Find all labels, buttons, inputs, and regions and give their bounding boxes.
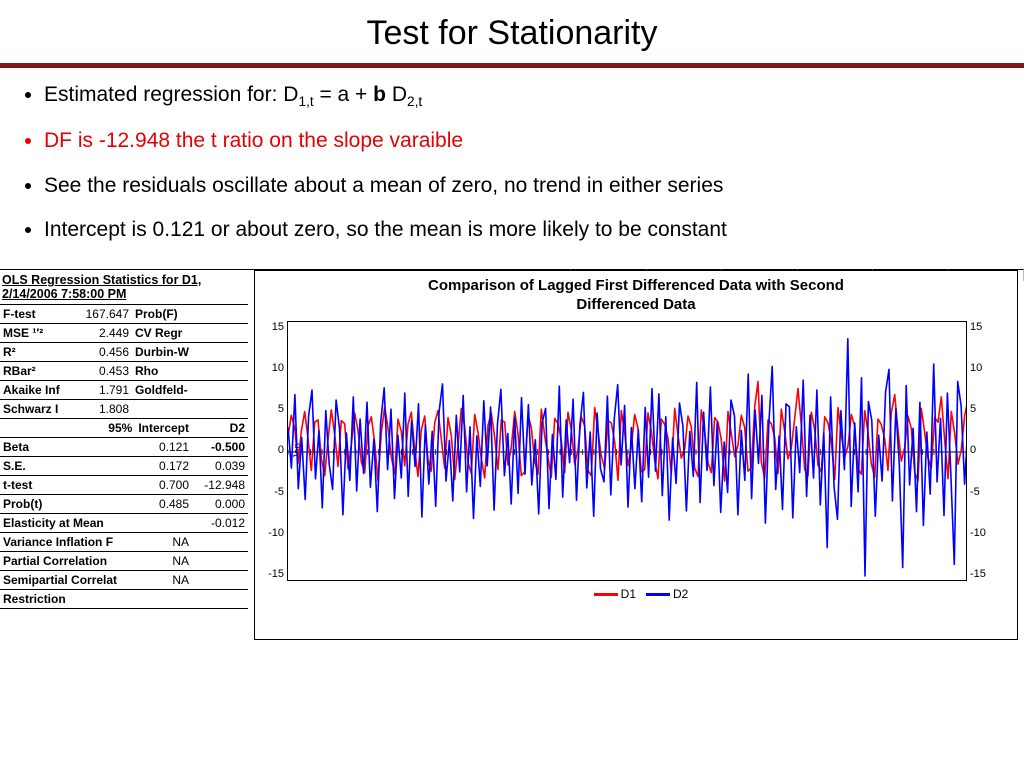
chart-title-l2: Differenced Data bbox=[576, 296, 695, 313]
stats-table-coef: 95%InterceptD2Beta0.121-0.500S.E.0.1720.… bbox=[0, 419, 248, 609]
bullet-3: See the residuals oscillate about a mean… bbox=[44, 173, 994, 199]
b1-sub1: 1,t bbox=[298, 94, 313, 109]
bullet-list: Estimated regression for: D1,t = a + b D… bbox=[0, 82, 1024, 269]
b1-sub2: 2,t bbox=[407, 94, 422, 109]
bullet-2: DF is -12.948 the t ratio on the slope v… bbox=[44, 128, 994, 154]
b1-bold: b bbox=[373, 83, 386, 106]
chart-title: Comparison of Lagged First Differenced D… bbox=[263, 277, 1009, 321]
y-axis-left: 151050-5-10-15 bbox=[263, 321, 287, 581]
b1-mid2: D bbox=[386, 83, 407, 106]
stats-heading: OLS Regression Statistics for D1, 2/14/2… bbox=[0, 270, 248, 305]
b1-text: Estimated regression for: D bbox=[44, 83, 298, 106]
title-rule bbox=[0, 63, 1024, 68]
plot-wrap: 151050-5-10-15 Jan 151050-5-10-15 bbox=[263, 321, 1009, 581]
bullet-1: Estimated regression for: D1,t = a + b D… bbox=[44, 82, 994, 110]
bullet-4: Intercept is 0.121 or about zero, so the… bbox=[44, 217, 994, 243]
b1-mid: = a + bbox=[314, 83, 374, 106]
lower-region: OLS Regression Statistics for D1, 2/14/2… bbox=[0, 269, 1024, 640]
stats-table-top: F-test167.647Prob(F)MSE ¹′²2.449CV RegrR… bbox=[0, 305, 248, 419]
plot-area: Jan bbox=[287, 321, 967, 581]
slide-title: Test for Stationarity bbox=[0, 0, 1024, 63]
stats-panel: OLS Regression Statistics for D1, 2/14/2… bbox=[0, 270, 248, 640]
y-axis-right: 151050-5-10-15 bbox=[967, 321, 991, 581]
chart-legend: D1D2 bbox=[263, 581, 1009, 603]
chart-panel: Comparison of Lagged First Differenced D… bbox=[248, 270, 1024, 640]
chart-frame: Comparison of Lagged First Differenced D… bbox=[254, 270, 1018, 640]
chart-title-l1: Comparison of Lagged First Differenced D… bbox=[428, 277, 844, 294]
